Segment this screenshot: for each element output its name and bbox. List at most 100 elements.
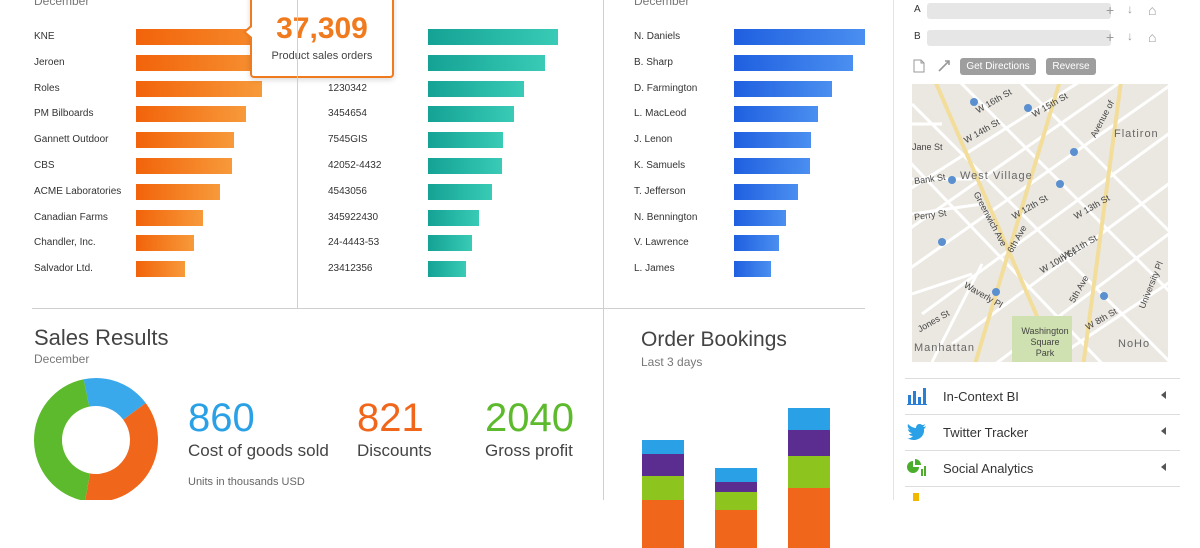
row-label: 7545GIS xyxy=(328,134,368,146)
divider xyxy=(893,0,894,500)
stack-segment[interactable] xyxy=(642,500,684,548)
donut-slice[interactable] xyxy=(83,378,146,420)
stack-segment[interactable] xyxy=(715,492,757,510)
bar[interactable] xyxy=(136,183,220,200)
bar[interactable] xyxy=(428,183,492,200)
metric-discounts-label: Discounts xyxy=(357,441,432,460)
row-label: N. Bennington xyxy=(634,211,698,223)
row-label: K. Samuels xyxy=(634,160,686,171)
bar[interactable] xyxy=(136,158,233,174)
collapse-arrow-icon[interactable] xyxy=(1161,463,1166,471)
row-label: 24-4443-53 xyxy=(328,237,380,249)
map-streets xyxy=(912,84,1168,362)
row-label: CBS xyxy=(34,160,55,171)
collapse-arrow-icon[interactable] xyxy=(1161,391,1166,399)
bar[interactable] xyxy=(428,209,479,226)
stack-segment[interactable] xyxy=(642,476,684,500)
bar[interactable] xyxy=(428,106,514,123)
row-label: Roles xyxy=(34,82,60,94)
row-label: L. MacLeod xyxy=(634,108,687,120)
bar[interactable] xyxy=(136,80,262,97)
unlink-icon[interactable] xyxy=(936,58,952,74)
bar[interactable] xyxy=(136,209,203,226)
order-bookings-subtitle: Last 3 days xyxy=(641,355,703,369)
donut-slice[interactable] xyxy=(34,379,91,500)
panel-social-analytics[interactable]: Social Analytics xyxy=(905,450,1180,487)
bar[interactable] xyxy=(136,106,247,123)
metric-gross-profit-value: 2040 xyxy=(485,396,574,440)
bar[interactable] xyxy=(428,132,504,149)
row-label: D. Farmington xyxy=(634,82,698,94)
bar[interactable] xyxy=(428,235,473,252)
bar[interactable] xyxy=(734,261,771,278)
route-start-input[interactable] xyxy=(927,3,1111,19)
bar[interactable] xyxy=(428,158,503,174)
route-b-label: B xyxy=(914,31,921,42)
row-label: Canadian Farms xyxy=(34,211,108,223)
stack-segment[interactable] xyxy=(715,482,757,492)
row-label: 4543056 xyxy=(328,185,367,197)
bar[interactable] xyxy=(136,54,285,71)
collapse-arrow-icon[interactable] xyxy=(1161,427,1166,435)
city-map[interactable]: W 16th St W 15th St W 14th St W 13th St … xyxy=(912,84,1168,362)
reverse-button[interactable]: Reverse xyxy=(1046,58,1096,75)
bar[interactable] xyxy=(428,54,545,71)
add-icon[interactable]: + xyxy=(1106,2,1115,18)
donut-slice[interactable] xyxy=(85,402,158,500)
bar[interactable] xyxy=(734,80,833,97)
home-icon[interactable]: ⌂ xyxy=(1148,2,1157,18)
bar[interactable] xyxy=(428,29,558,45)
metric-cost: 860 Cost of goods sold xyxy=(188,398,329,461)
bar[interactable] xyxy=(734,235,779,252)
arrow-down-icon[interactable]: ↓ xyxy=(1127,2,1133,16)
stack-segment[interactable] xyxy=(642,440,684,454)
bar[interactable] xyxy=(734,183,799,200)
map-neighborhood-label: Manhattan xyxy=(914,342,975,354)
row-label: Jeroen xyxy=(34,56,65,68)
panel-label: Twitter Tracker xyxy=(943,425,1029,440)
document-icon[interactable] xyxy=(913,59,925,73)
order-bookings-chart xyxy=(630,370,850,548)
get-directions-button[interactable]: Get Directions xyxy=(960,58,1036,75)
sales-orders-tooltip: 37,309 Product sales orders xyxy=(243,0,394,78)
bar[interactable] xyxy=(136,261,185,278)
metric-discounts: 821 Discounts xyxy=(357,398,432,461)
metric-gross-profit-label: Gross profit xyxy=(485,441,573,460)
divider xyxy=(297,0,298,308)
bar[interactable] xyxy=(428,80,525,97)
bar[interactable] xyxy=(734,29,865,45)
stack-segment[interactable] xyxy=(788,408,830,430)
park-area xyxy=(1012,316,1072,362)
bar[interactable] xyxy=(136,235,194,252)
bar[interactable] xyxy=(734,54,854,71)
row-label: L. James xyxy=(634,263,675,275)
panel-label: In-Context BI xyxy=(943,389,1019,404)
panel-in-context-bi[interactable]: In-Context BI xyxy=(905,378,1180,415)
stack-segment[interactable] xyxy=(715,510,757,548)
stack-segment[interactable] xyxy=(788,488,830,548)
bar[interactable] xyxy=(428,261,466,278)
twitter-icon xyxy=(907,424,926,440)
home-icon[interactable]: ⌂ xyxy=(1148,29,1157,45)
bar[interactable] xyxy=(734,132,812,149)
arrow-down-icon[interactable]: ↓ xyxy=(1127,29,1133,43)
sales-results-subtitle: December xyxy=(34,352,90,366)
metric-gross-profit: 2040 Gross profit xyxy=(485,398,574,461)
stack-segment[interactable] xyxy=(642,454,684,476)
bar[interactable] xyxy=(734,209,787,226)
panel-more[interactable] xyxy=(905,486,1180,501)
bar[interactable] xyxy=(734,106,818,123)
route-end-input[interactable] xyxy=(927,30,1111,46)
bar[interactable] xyxy=(734,158,810,174)
sales-results-title: Sales Results xyxy=(34,325,169,350)
panel-twitter-tracker[interactable]: Twitter Tracker xyxy=(905,414,1180,451)
stack-segment[interactable] xyxy=(788,456,830,488)
route-start-row: A + ↓ ⌂ xyxy=(912,2,1192,22)
month-label-left: December xyxy=(34,0,90,8)
map-neighborhood-label: NoHo xyxy=(1118,338,1151,350)
bar[interactable] xyxy=(136,132,234,149)
stack-segment[interactable] xyxy=(788,430,830,456)
row-label: PM Bilboards xyxy=(34,108,94,120)
add-icon[interactable]: + xyxy=(1106,29,1115,45)
stack-segment[interactable] xyxy=(715,468,757,482)
